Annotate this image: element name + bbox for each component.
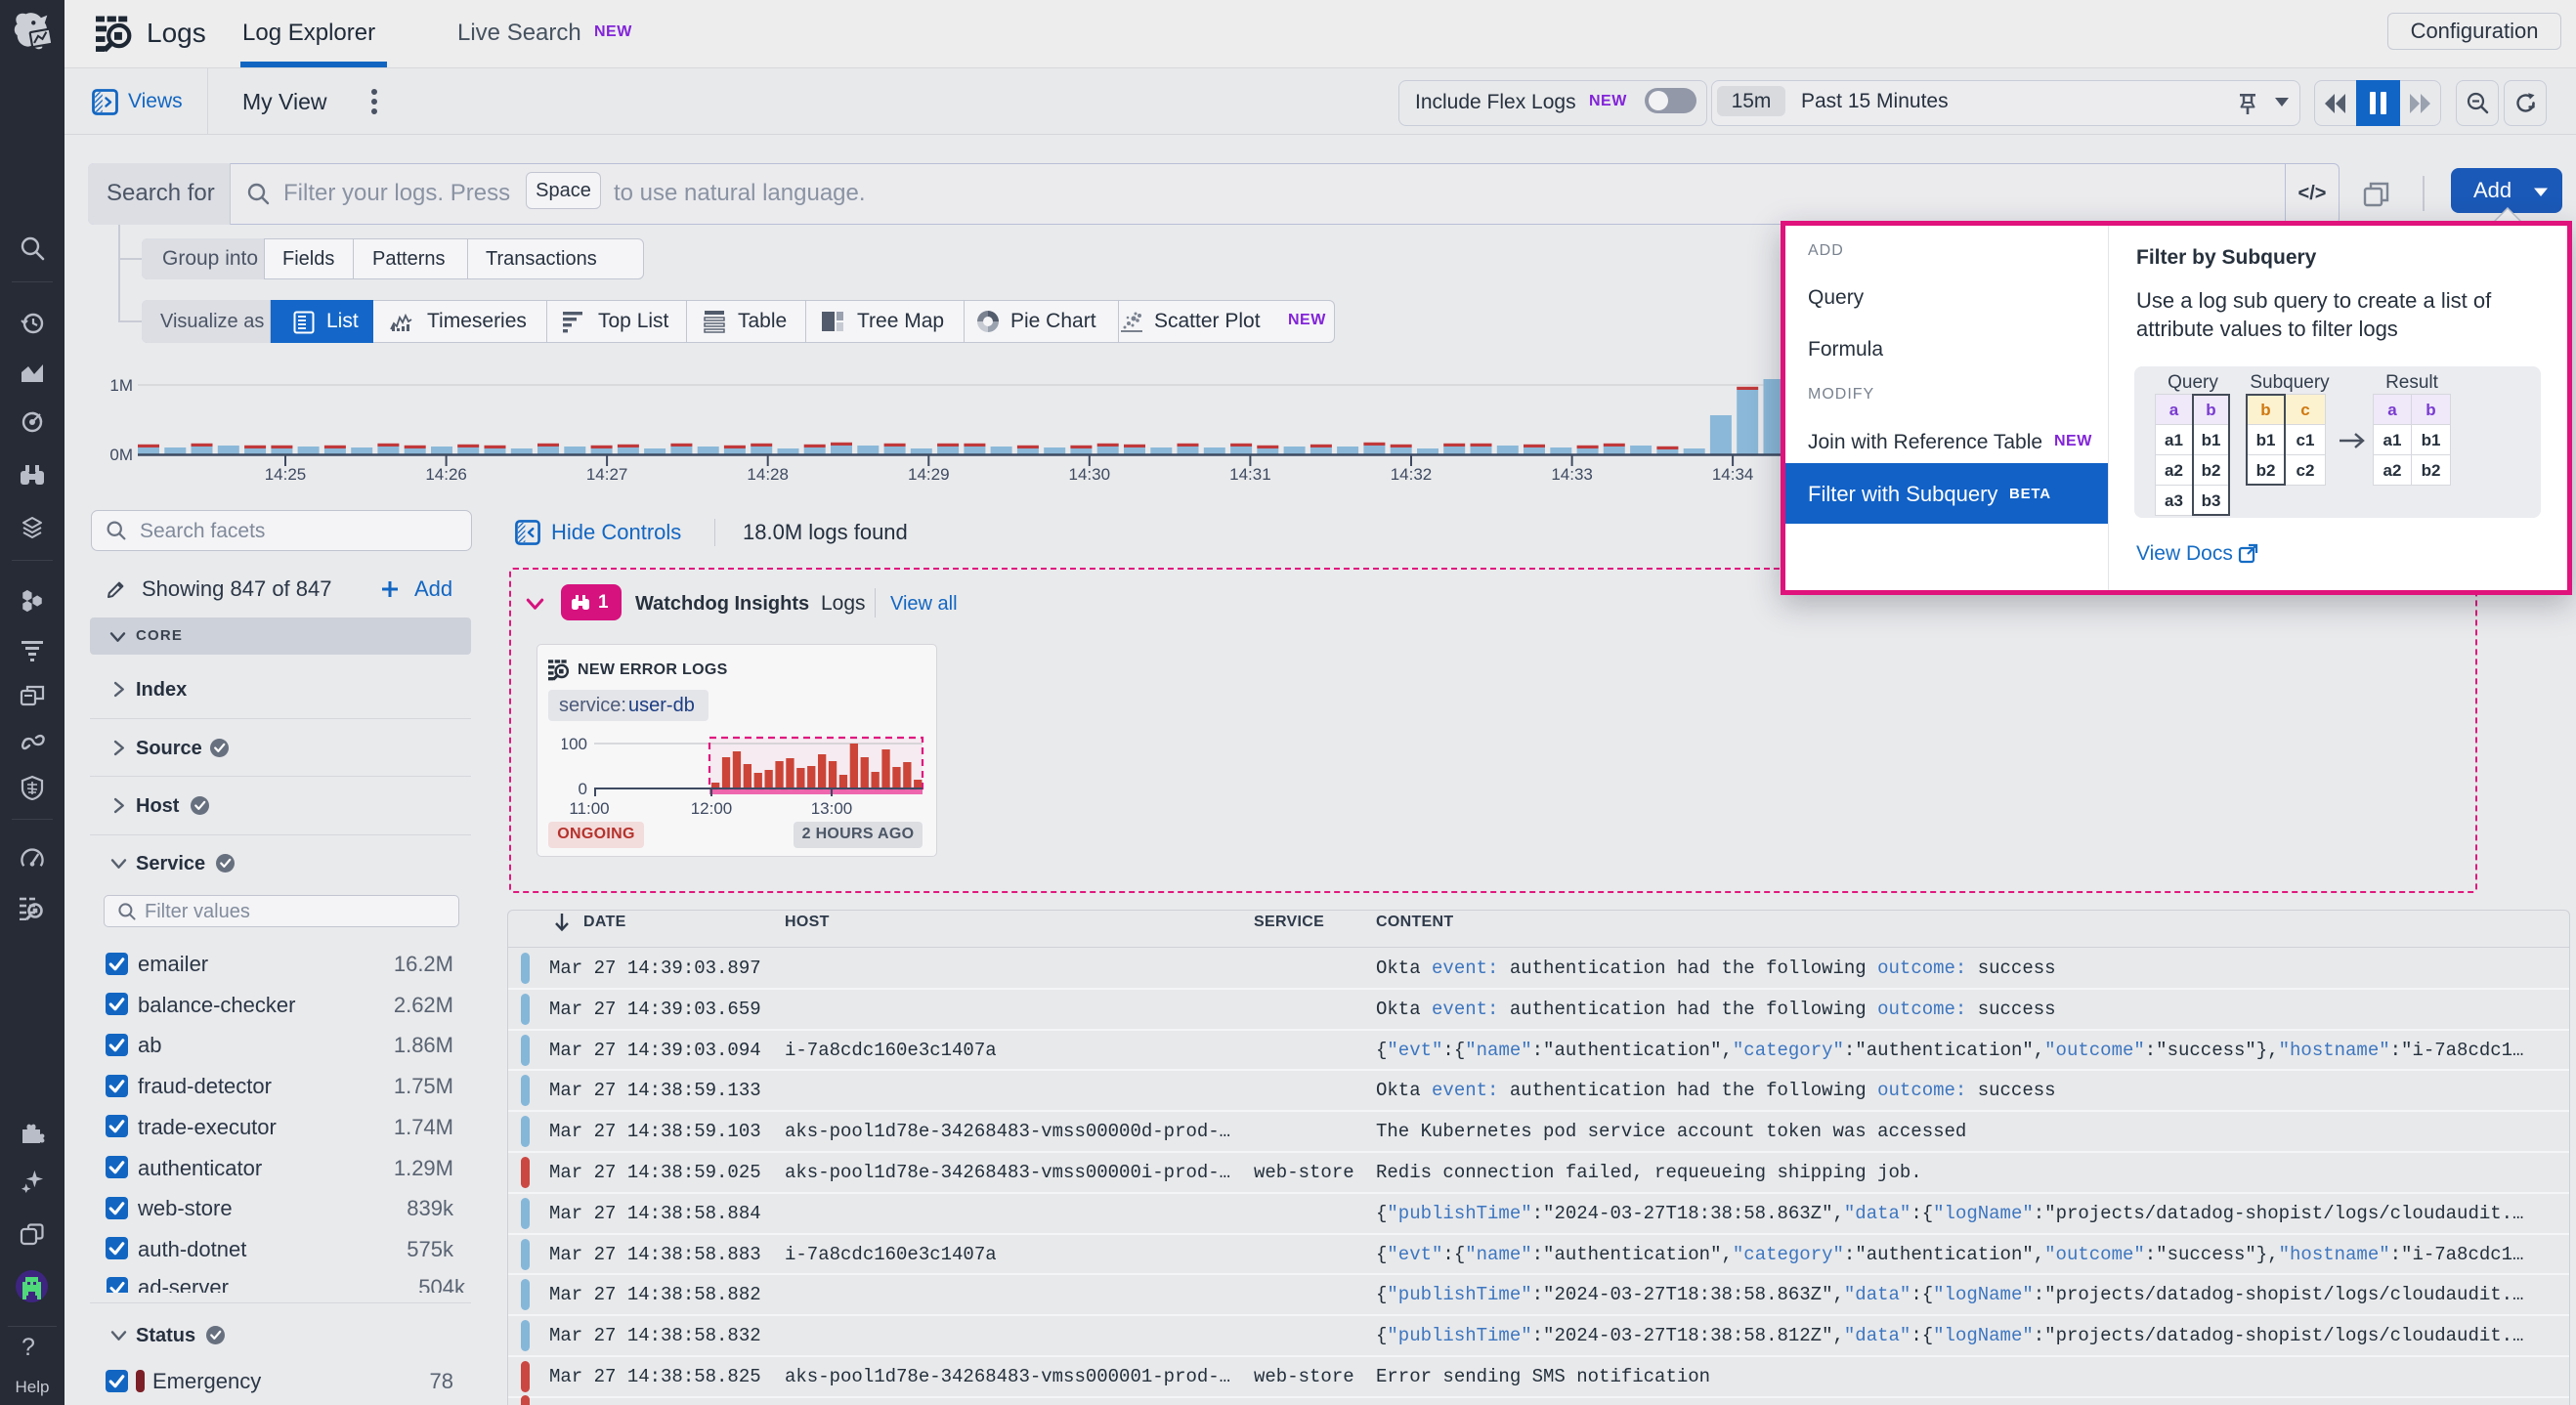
svg-text:14:30: 14:30: [1069, 465, 1111, 484]
svg-text:1M: 1M: [109, 376, 133, 395]
svg-text:14:34: 14:34: [1712, 465, 1754, 484]
svg-text:0M: 0M: [109, 446, 133, 464]
svg-text:12:00: 12:00: [691, 799, 733, 817]
svg-text:14:31: 14:31: [1229, 465, 1271, 484]
svg-text:14:25: 14:25: [265, 465, 307, 484]
svg-text:0: 0: [579, 780, 587, 798]
svg-text:13:00: 13:00: [811, 799, 853, 817]
svg-text:14:27: 14:27: [586, 465, 628, 484]
svg-text:14:26: 14:26: [425, 465, 467, 484]
svg-text:14:29: 14:29: [908, 465, 950, 484]
svg-text:14:33: 14:33: [1551, 465, 1593, 484]
svg-text:14:28: 14:28: [747, 465, 789, 484]
svg-text:11:00: 11:00: [569, 799, 609, 817]
svg-text:100: 100: [562, 735, 587, 753]
svg-text:14:32: 14:32: [1391, 465, 1433, 484]
